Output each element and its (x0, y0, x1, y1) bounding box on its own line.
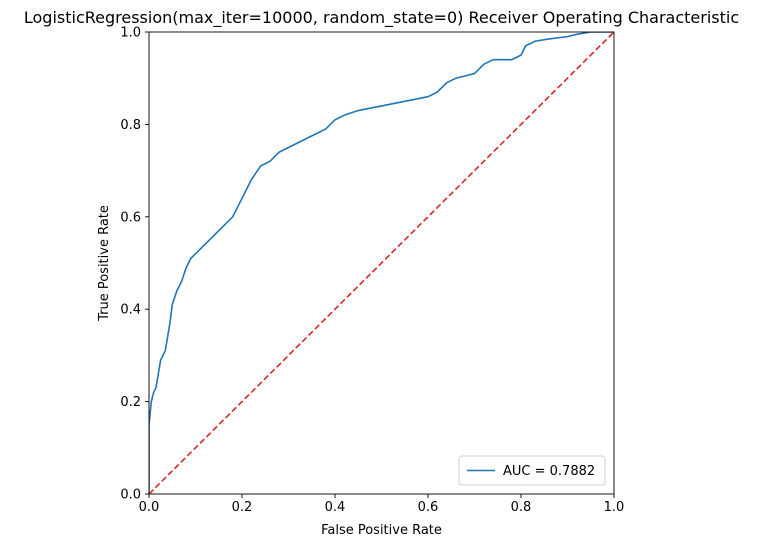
legend-entry-label: AUC = 0.7882 (503, 464, 595, 479)
x-tick-label: 0.4 (325, 500, 346, 515)
plot-area (149, 32, 614, 494)
chart-title: LogisticRegression(max_iter=10000, rando… (24, 8, 739, 28)
x-tick-label: 0.2 (232, 500, 253, 515)
plot-frame (148, 31, 615, 495)
y-tick-label: 0.2 (120, 395, 141, 410)
x-axis-label: False Positive Rate (321, 523, 442, 538)
y-tick-label: 0.4 (120, 303, 141, 318)
y-tick-label: 0.6 (120, 210, 141, 225)
y-tick-label: 1.0 (120, 26, 141, 41)
axes: 0.0 0.2 0.4 0.6 0.8 1.0 0.0 0.2 0.4 0.6 0.8 1.0 (120, 26, 624, 516)
y-tick-label: 0.0 (120, 488, 141, 503)
chance-diagonal-line (149, 32, 614, 494)
legend-box (458, 455, 606, 486)
roc-curve-line (149, 32, 614, 494)
legend: AUC = 0.7882 (458, 455, 606, 486)
y-axis-label: True Positive Rate (97, 205, 112, 322)
x-tick-label: 0.8 (511, 500, 532, 515)
x-tick-label: 0.0 (139, 500, 160, 515)
y-tick-label: 0.8 (120, 118, 141, 133)
x-tick-label: 1.0 (604, 500, 625, 515)
x-tick-label: 0.6 (418, 500, 439, 515)
